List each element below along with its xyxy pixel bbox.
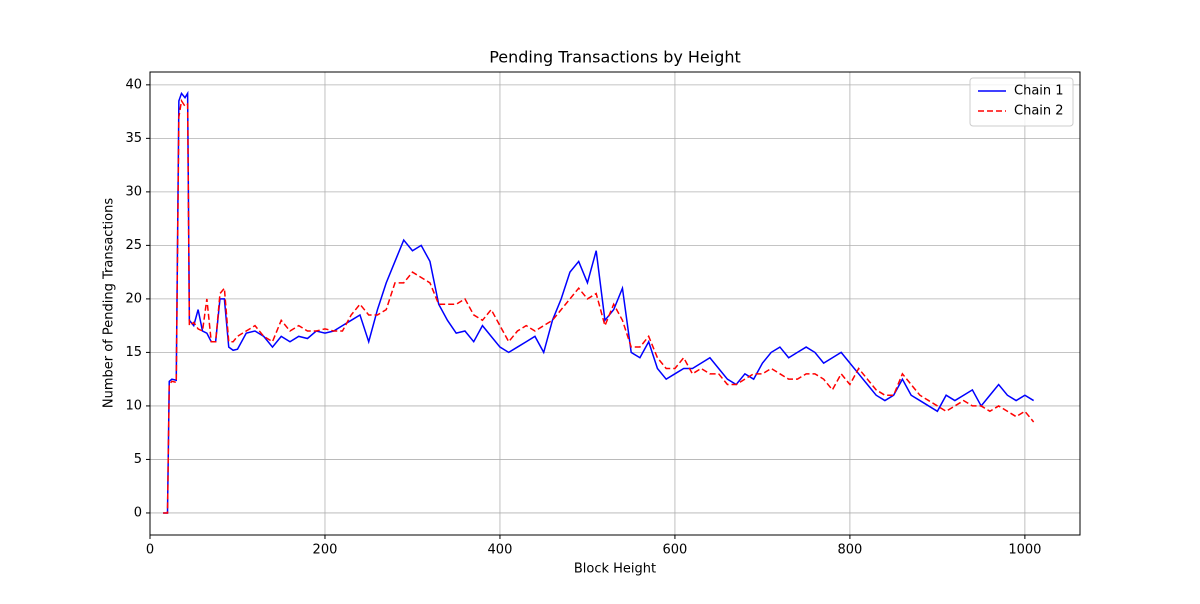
legend: Chain 1 Chain 2: [969, 77, 1074, 127]
x-axis-label: Block Height: [574, 562, 656, 577]
series-line: [163, 98, 1035, 514]
x-tick-label: 1000: [1008, 543, 1041, 558]
x-tick-label: 800: [837, 543, 862, 558]
legend-label: Chain 1: [1014, 84, 1064, 99]
y-tick-label: 25: [125, 238, 142, 253]
x-tick-label: 600: [663, 543, 688, 558]
legend-box: [969, 77, 1074, 127]
x-tick-label: 200: [313, 543, 338, 558]
y-tick-label: 30: [125, 184, 142, 199]
y-tick-label: 20: [125, 291, 142, 306]
y-tick-label: 5: [134, 452, 142, 467]
x-tick-label: 400: [488, 543, 513, 558]
y-tick-label: 10: [125, 398, 142, 413]
x-tick-label: 0: [146, 543, 154, 558]
chart-title: Pending Transactions by Height: [489, 48, 741, 67]
y-axis-label: Number of Pending Transactions: [102, 198, 117, 408]
y-tick-label: 15: [125, 345, 142, 360]
y-tick-label: 35: [125, 131, 142, 146]
legend-label: Chain 2: [1014, 104, 1064, 119]
y-tick-label: 0: [134, 505, 142, 520]
series-line: [163, 90, 1035, 514]
y-tick-label: 40: [125, 77, 142, 92]
plot-frame: [149, 71, 1081, 536]
